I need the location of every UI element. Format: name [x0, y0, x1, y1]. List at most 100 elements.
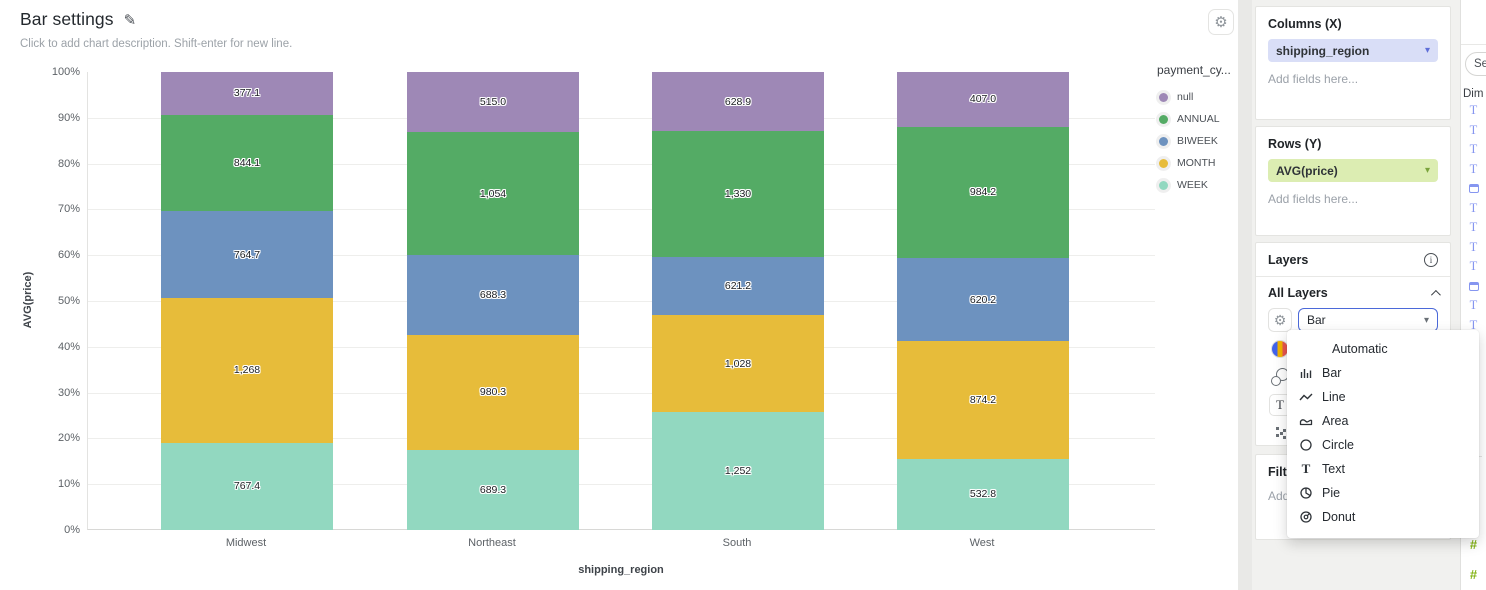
layer-settings-button[interactable]: ⚙ — [1268, 308, 1292, 332]
segment-value-label: 1,268 — [233, 364, 261, 377]
bar-segment-ANNUAL[interactable]: 844.1 — [161, 114, 333, 212]
menu-item-line[interactable]: Line — [1287, 385, 1479, 409]
chart-title[interactable]: Bar settings — [20, 9, 114, 29]
bar-segment-MONTH[interactable]: 1,028 — [652, 315, 824, 412]
menu-item-donut[interactable]: Donut — [1287, 505, 1479, 529]
chart-card: Bar settings ✎ Click to add chart descri… — [0, 0, 1238, 590]
menu-item-bar[interactable]: Bar — [1287, 361, 1479, 385]
bar-segment-WEEK[interactable]: 767.4 — [161, 442, 333, 530]
all-layers-label: All Layers — [1268, 286, 1328, 300]
field-icon-number[interactable]: # — [1469, 536, 1478, 552]
legend-item-BIWEEK[interactable]: BIWEEK — [1157, 130, 1237, 152]
bar-segment-ANNUAL[interactable]: 1,054 — [407, 132, 579, 255]
segment-value-label: 515.0 — [479, 96, 507, 109]
gridline — [88, 209, 1155, 211]
bar-northeast: 515.0 1,054 688.3 980.3 689.3 — [407, 72, 579, 530]
field-icon-text[interactable]: T — [1469, 298, 1478, 313]
field-icon-text[interactable]: T — [1469, 239, 1478, 254]
field-icon-text[interactable]: T — [1469, 122, 1478, 137]
menu-item-circle[interactable]: Circle — [1287, 433, 1479, 457]
legend-item-null[interactable]: null — [1157, 86, 1237, 108]
field-icon-text[interactable]: T — [1469, 317, 1478, 332]
menu-item-automatic[interactable]: Automatic — [1287, 337, 1479, 361]
legend-label: MONTH — [1177, 157, 1216, 169]
bar-segment-BIWEEK[interactable]: 764.7 — [161, 211, 333, 299]
bar-segment-BIWEEK[interactable]: 621.2 — [652, 256, 824, 316]
legend-item-MONTH[interactable]: MONTH — [1157, 152, 1237, 174]
bar-segment-WEEK[interactable]: 1,252 — [652, 412, 824, 530]
gridline — [88, 392, 1155, 394]
segment-value-label: 1,028 — [724, 357, 752, 370]
field-icon-text[interactable]: T — [1469, 259, 1478, 274]
bar-segment-MONTH[interactable]: 874.2 — [897, 341, 1069, 459]
bar-segment-MONTH[interactable]: 1,268 — [161, 298, 333, 443]
bar-icon — [1298, 365, 1314, 381]
circle-icon — [1298, 437, 1314, 453]
bar-segment-null[interactable]: 515.0 — [407, 72, 579, 133]
y-axis-tick: 10% — [57, 478, 80, 491]
info-icon[interactable]: i — [1424, 253, 1438, 267]
bar-segment-BIWEEK[interactable]: 688.3 — [407, 254, 579, 336]
columns-add-fields[interactable]: Add fields here... — [1268, 72, 1359, 86]
rows-field-pill[interactable]: AVG(price) ▾ — [1268, 159, 1438, 182]
columns-card: Columns (X) shipping_region ▾ Add fields… — [1255, 6, 1451, 120]
segment-value-label: 620.2 — [969, 293, 997, 306]
bar-segment-null[interactable]: 377.1 — [161, 72, 333, 115]
legend-label: BIWEEK — [1177, 135, 1218, 147]
menu-item-area[interactable]: Area — [1287, 409, 1479, 433]
bar-segment-ANNUAL[interactable]: 1,330 — [652, 131, 824, 257]
x-axis-tick: Northeast — [468, 537, 516, 549]
gridline — [88, 484, 1155, 486]
x-axis-tick: Midwest — [225, 537, 267, 549]
field-icon-text[interactable]: T — [1469, 161, 1478, 176]
rows-add-fields[interactable]: Add fields here... — [1268, 192, 1359, 206]
size-button[interactable] — [1268, 421, 1292, 445]
field-icon-calendar[interactable] — [1461, 277, 1486, 297]
bar-segment-null[interactable]: 407.0 — [897, 72, 1069, 127]
chart-settings-button[interactable]: ⚙ — [1208, 9, 1234, 35]
segment-value-label: 1,252 — [724, 464, 752, 477]
segment-value-label: 980.3 — [479, 386, 507, 399]
field-icon-text[interactable]: T — [1469, 200, 1478, 215]
edit-pencil-icon[interactable]: ✎ — [123, 11, 137, 29]
bar-segment-WEEK[interactable]: 689.3 — [407, 449, 579, 530]
columns-field-pill[interactable]: shipping_region ▾ — [1268, 39, 1438, 62]
legend-item-WEEK[interactable]: WEEK — [1157, 174, 1237, 196]
bar-midwest: 377.1 844.1 764.7 1,268 767.4 — [161, 72, 333, 530]
bar-segment-ANNUAL[interactable]: 984.2 — [897, 126, 1069, 259]
fields-search-input[interactable]: Se — [1465, 52, 1486, 76]
legend-label: WEEK — [1177, 179, 1208, 191]
menu-item-pie[interactable]: Pie — [1287, 481, 1479, 505]
legend-item-ANNUAL[interactable]: ANNUAL — [1157, 108, 1237, 130]
segment-value-label: 984.2 — [969, 186, 997, 199]
segment-value-label: 407.0 — [969, 93, 997, 106]
legend-label: null — [1177, 91, 1194, 103]
chart-description-placeholder[interactable]: Click to add chart description. Shift-en… — [20, 38, 293, 50]
field-icon-text[interactable]: T — [1469, 103, 1478, 118]
menu-item-text[interactable]: T Text — [1287, 457, 1479, 481]
rows-field-pill-label: AVG(price) — [1276, 163, 1338, 178]
bar-segment-BIWEEK[interactable]: 620.2 — [897, 258, 1069, 342]
divider — [1256, 276, 1450, 277]
bar-west: 407.0 984.2 620.2 874.2 532.8 — [897, 72, 1069, 530]
x-axis-tick: West — [969, 537, 995, 549]
gridline — [88, 255, 1155, 257]
dimensions-section-label: Dim — [1463, 88, 1484, 100]
field-icon-calendar[interactable] — [1461, 179, 1486, 199]
menu-item-label: Automatic — [1332, 342, 1388, 356]
bar-segment-null[interactable]: 628.9 — [652, 72, 824, 132]
field-icon-text[interactable]: T — [1469, 142, 1478, 157]
columns-field-pill-label: shipping_region — [1276, 43, 1370, 58]
segment-value-label: 689.3 — [479, 483, 507, 496]
chevron-down-icon: ▾ — [1423, 314, 1429, 326]
field-icon-text[interactable]: T — [1469, 220, 1478, 235]
bar-segment-WEEK[interactable]: 532.8 — [897, 458, 1069, 530]
menu-item-label: Donut — [1322, 510, 1356, 524]
field-icon-number[interactable]: # — [1469, 566, 1478, 582]
bar-segment-MONTH[interactable]: 980.3 — [407, 335, 579, 450]
line-icon — [1298, 389, 1314, 405]
gear-icon: ⚙ — [1273, 311, 1287, 328]
chevron-up-icon[interactable] — [1430, 289, 1441, 300]
layer-type-select[interactable]: Bar ▾ — [1298, 308, 1438, 332]
